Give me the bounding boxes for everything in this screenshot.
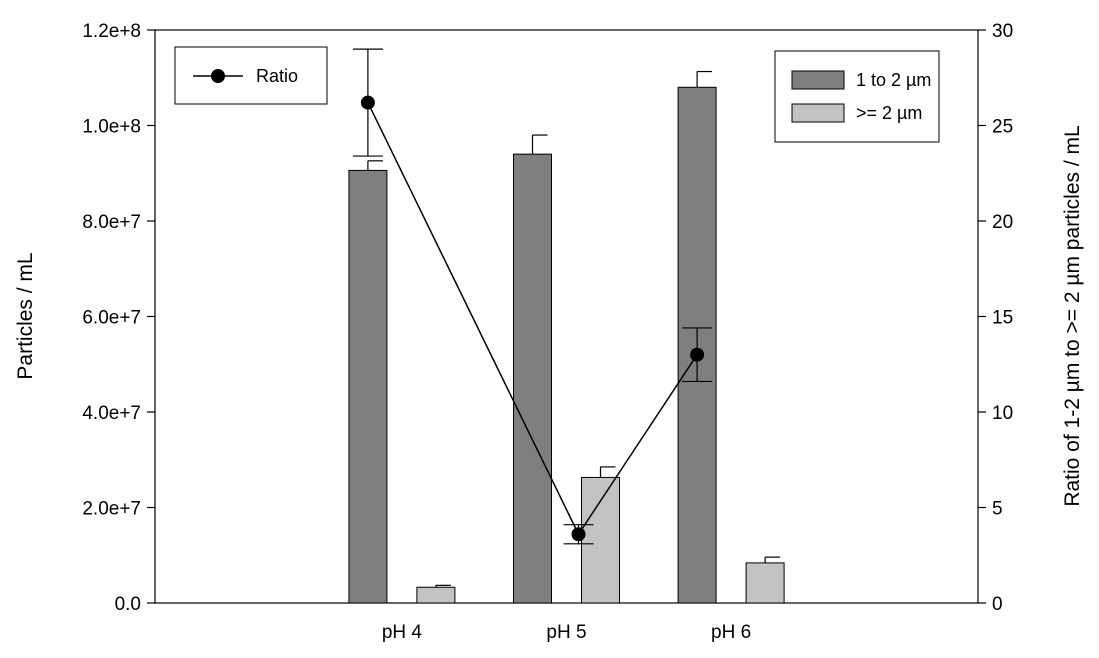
right-axis: 0 5 10 15 20 25 30 (978, 21, 1013, 615)
left-axis: 0.0 2.0e+7 4.0e+7 6.0e+7 8.0e+7 1.0e+8 1.2e+8 (82, 21, 155, 615)
x-tick-label: pH 6 (711, 622, 751, 643)
x-tick-label: pH 5 (546, 622, 586, 643)
y-tick-label: 6.0e+7 (82, 308, 141, 329)
legend-ratio-label: Ratio (256, 66, 298, 86)
y-axis-title: Particles / mL (14, 252, 37, 379)
y-tick-label: 8.0e+7 (82, 212, 141, 233)
y2-tick-label: 5 (992, 499, 1003, 520)
y-tick-label: 2.0e+7 (82, 499, 141, 520)
legend-label-1-to-2um: 1 to 2 µm (856, 70, 931, 90)
legend-bars: 1 to 2 µm >= 2 µm (774, 50, 940, 143)
ratio-point (571, 527, 586, 542)
y-tick-label: 0.0 (115, 594, 141, 615)
ratio-point (690, 347, 705, 362)
bar (581, 476, 620, 604)
legend-swatch-ge-2um (791, 103, 845, 123)
y2-tick-label: 20 (992, 212, 1013, 233)
y2-tick-label: 15 (992, 308, 1013, 329)
y2-tick-label: 30 (992, 21, 1013, 42)
legend-label-ge-2um: >= 2 µm (856, 103, 922, 123)
bar (348, 169, 388, 604)
y-tick-label: 4.0e+7 (82, 403, 141, 424)
bar (745, 562, 785, 604)
bars-layer (348, 86, 785, 604)
y2-tick-label: 0 (992, 594, 1003, 615)
y-tick-label: 1.0e+8 (82, 117, 141, 138)
legend-bars-box (774, 50, 940, 143)
legend-swatch-1-to-2um (791, 70, 845, 90)
x-tick-label: pH 4 (382, 622, 423, 643)
bar (513, 153, 552, 604)
bar (416, 586, 456, 604)
legend-ratio: Ratio (174, 46, 328, 105)
legend-ratio-marker (211, 69, 225, 83)
error-bars-layer (367, 70, 781, 588)
y2-tick-label: 10 (992, 403, 1013, 424)
y-tick-label: 1.2e+8 (82, 21, 141, 42)
y2-axis-title: Ratio of 1-2 µm to >= 2 µm particles / m… (1061, 125, 1084, 506)
y2-tick-label: 25 (992, 117, 1013, 138)
x-axis: pH 4 pH 5 pH 6 (382, 622, 751, 643)
ratio-line-layer (352, 48, 713, 545)
ratio-point (360, 95, 375, 110)
